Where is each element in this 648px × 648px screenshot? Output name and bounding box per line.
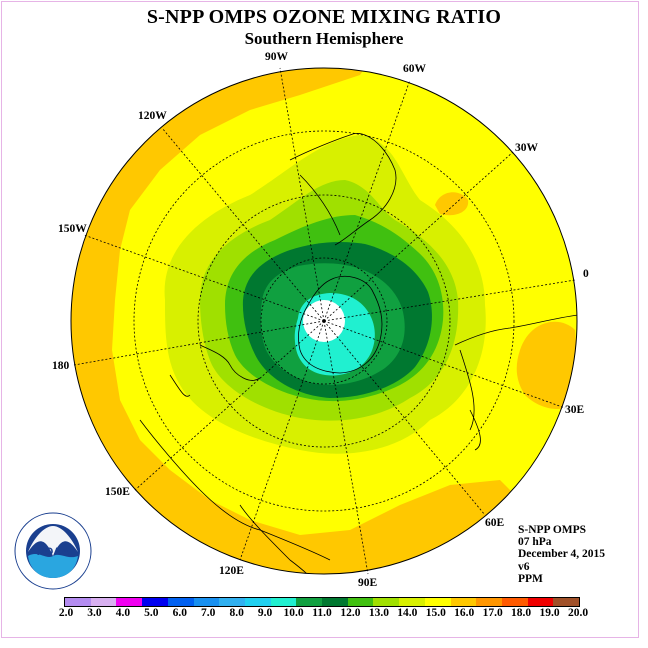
colorbar-tick-label: 7.0 [201,607,216,619]
colorbar-swatch [296,598,323,606]
colorbar-swatch [142,598,168,606]
colorbar-swatch [90,598,117,606]
colorbar-swatch [450,598,477,606]
colorbar-tick-label: 11.0 [312,607,332,619]
colorbar-tick-label: 14.0 [397,607,418,619]
colorbar-tick-label: 2.0 [58,607,74,619]
colorbar-tick-label: 12.0 [340,607,361,619]
colorbar-swatch [476,598,502,606]
colorbar-tick-label: 13.0 [368,607,389,619]
colorbar-tick-label: 9.0 [257,607,273,619]
colorbar-swatch [527,598,554,606]
colorbar-swatch [424,598,451,606]
lon-label-150e: 150E [105,486,130,498]
colorbar-tick-label: 6.0 [172,607,187,619]
lon-label-120w: 120W [138,110,167,122]
field-16-east [516,321,577,410]
colorbar-swatch [399,598,425,606]
colorbar-tick-label: 17.0 [482,607,503,619]
colorbar-tick-label: 19.0 [539,607,560,619]
map-boundary [70,67,578,575]
colorbar-swatch [65,598,91,606]
map-subtitle: Southern Hemisphere [244,29,404,48]
lon-label-90w: 90W [265,51,288,63]
graticule [73,67,576,575]
lon-label-30e: 30E [565,404,585,416]
coastlines [139,133,577,574]
colorbar-tick-label: 5.0 [144,607,159,619]
colorbar-tick-label: 10.0 [283,607,304,619]
lon-label-90e: 90E [358,577,378,589]
colorbar-tick-label: 15.0 [425,607,446,619]
colorbar-swatch [322,598,348,606]
info-version: v6 [518,560,530,573]
info-date: December 4, 2015 [518,548,605,561]
colorbar-tick-label: 3.0 [87,607,102,619]
lon-label-120e: 120E [219,565,244,577]
lon-label-180: 180 [52,360,70,372]
noaa-logo-text: NOAA [37,546,69,558]
colorbar-tick-label: 4.0 [115,607,131,619]
noaa-logo: NOAA [14,512,92,590]
colorbar-swatch [270,598,297,606]
pole-marker [322,319,326,323]
lon-label-150w: 150W [58,223,87,235]
map-title: S-NPP OMPS OZONE MIXING RATIO [146,6,502,28]
colorbar-tick-label: 18.0 [511,607,532,619]
figure-frame [1,1,639,638]
info-instrument: S-NPP OMPS [518,524,587,536]
colorbar-tick-label: 16.0 [454,607,475,619]
colorbar-swatch [373,598,400,606]
lon-label-0: 0 [583,268,589,280]
info-level: 07 hPa [518,536,552,549]
info-block: S-NPP OMPS 07 hPa December 4, 2015 v6 PP… [518,524,605,585]
colorbar-swatch [219,598,245,606]
colorbar-tick-label: 8.0 [229,607,244,619]
lon-label-30w: 30W [515,142,538,154]
colorbar-swatch [116,598,143,606]
info-units: PPM [518,572,543,585]
colorbar-swatch [193,598,220,606]
lon-label-60w: 60W [403,63,426,75]
colorbar-swatch [167,598,194,606]
colorbar-swatch [244,598,271,606]
colorbar-swatch [347,598,374,606]
lon-label-60e: 60E [485,517,505,529]
colorbar-swatch [553,598,580,606]
colorbar [64,597,580,607]
field-16-small [435,192,469,216]
colorbar-swatch [501,598,528,606]
colorbar-tick-label: 20.0 [567,607,589,619]
